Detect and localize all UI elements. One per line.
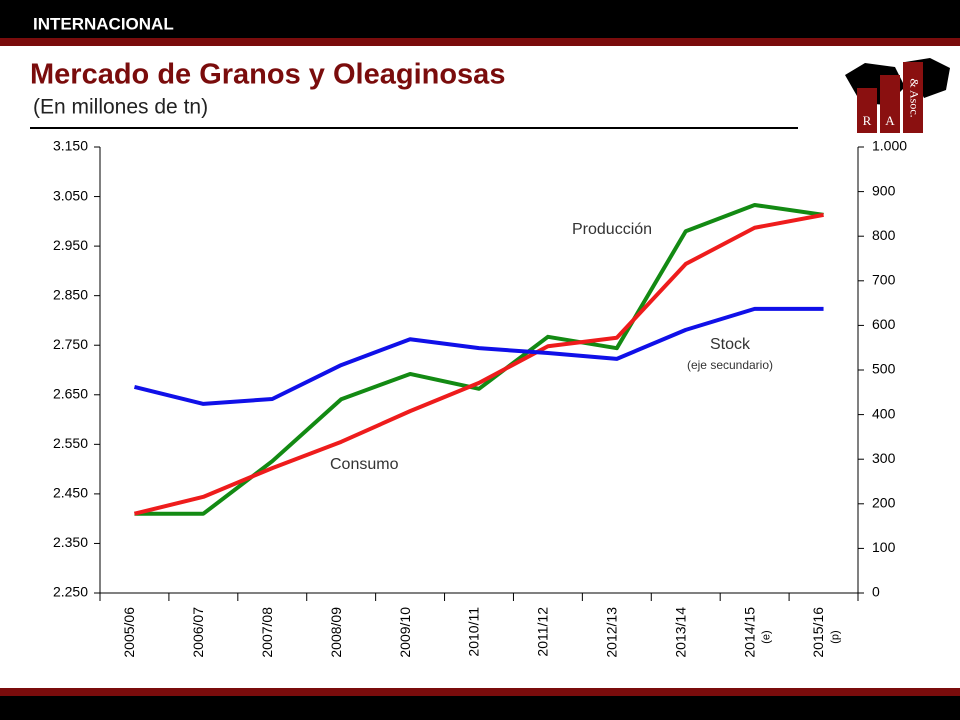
y2-tick-label: 200	[872, 495, 896, 511]
section-label: INTERNACIONAL	[33, 14, 174, 33]
y2-tick-label: 0	[872, 584, 880, 600]
x-tick-label: 2011/12	[535, 607, 551, 657]
y-tick-label: 3.150	[53, 138, 88, 154]
y2-tick-label: 900	[872, 182, 896, 198]
logo-text: & Asoc.	[907, 78, 921, 117]
top-bar	[0, 0, 960, 38]
y-tick-label: 2.950	[53, 237, 88, 253]
y2-tick-label: 500	[872, 361, 896, 377]
logo-text: R	[863, 113, 872, 128]
bottom-bar	[0, 696, 960, 720]
x-tick-label: 2008/09	[328, 607, 344, 658]
top-band	[0, 38, 960, 46]
y-tick-label: 2.550	[53, 435, 88, 451]
bottom-band	[0, 688, 960, 696]
x-tick-label: 2015/16	[810, 607, 826, 658]
x-tick-note: (p)	[829, 630, 841, 643]
x-tick-label: 2014/15	[741, 607, 757, 658]
logo-text: A	[885, 113, 895, 128]
series-line	[133, 212, 824, 516]
series-label: Producción	[572, 221, 652, 238]
chart-title: Mercado de Granos y Oleaginosas	[30, 59, 505, 91]
y-tick-label: 2.350	[53, 534, 88, 550]
annotation: (eje secundario)	[687, 358, 773, 372]
logo-bar	[857, 88, 877, 133]
y2-tick-label: 300	[872, 450, 896, 466]
y-tick-label: 2.450	[53, 485, 88, 501]
y-tick-label: 2.250	[53, 584, 88, 600]
y2-tick-label: 700	[872, 272, 896, 288]
x-tick-label: 2006/07	[190, 607, 206, 658]
logo-bar	[903, 62, 923, 133]
y2-tick-label: 100	[872, 539, 896, 555]
y2-tick-label: 1.000	[872, 138, 907, 154]
y2-tick-label: 400	[872, 405, 896, 421]
y2-tick-label: 800	[872, 227, 896, 243]
y-tick-label: 3.050	[53, 187, 88, 203]
series-label: Stock	[710, 336, 751, 353]
x-tick-label: 2013/14	[672, 607, 688, 658]
chart-subtitle: (En millones de tn)	[33, 96, 208, 119]
x-tick-label: 2007/08	[259, 607, 275, 658]
y2-tick-label: 600	[872, 316, 896, 332]
y-tick-label: 2.650	[53, 385, 88, 401]
x-tick-note: (e)	[761, 630, 773, 643]
y-tick-label: 2.850	[53, 286, 88, 302]
y-tick-label: 2.750	[53, 336, 88, 352]
logo-bar	[880, 75, 900, 133]
x-tick-label: 2012/13	[604, 607, 620, 658]
x-tick-label: 2005/06	[121, 607, 137, 658]
x-tick-label: 2009/10	[397, 607, 413, 658]
series-line	[133, 306, 824, 406]
x-tick-label: 2010/11	[466, 607, 482, 657]
series-label: Consumo	[330, 456, 399, 473]
logo: R A & Asoc.	[845, 58, 950, 133]
